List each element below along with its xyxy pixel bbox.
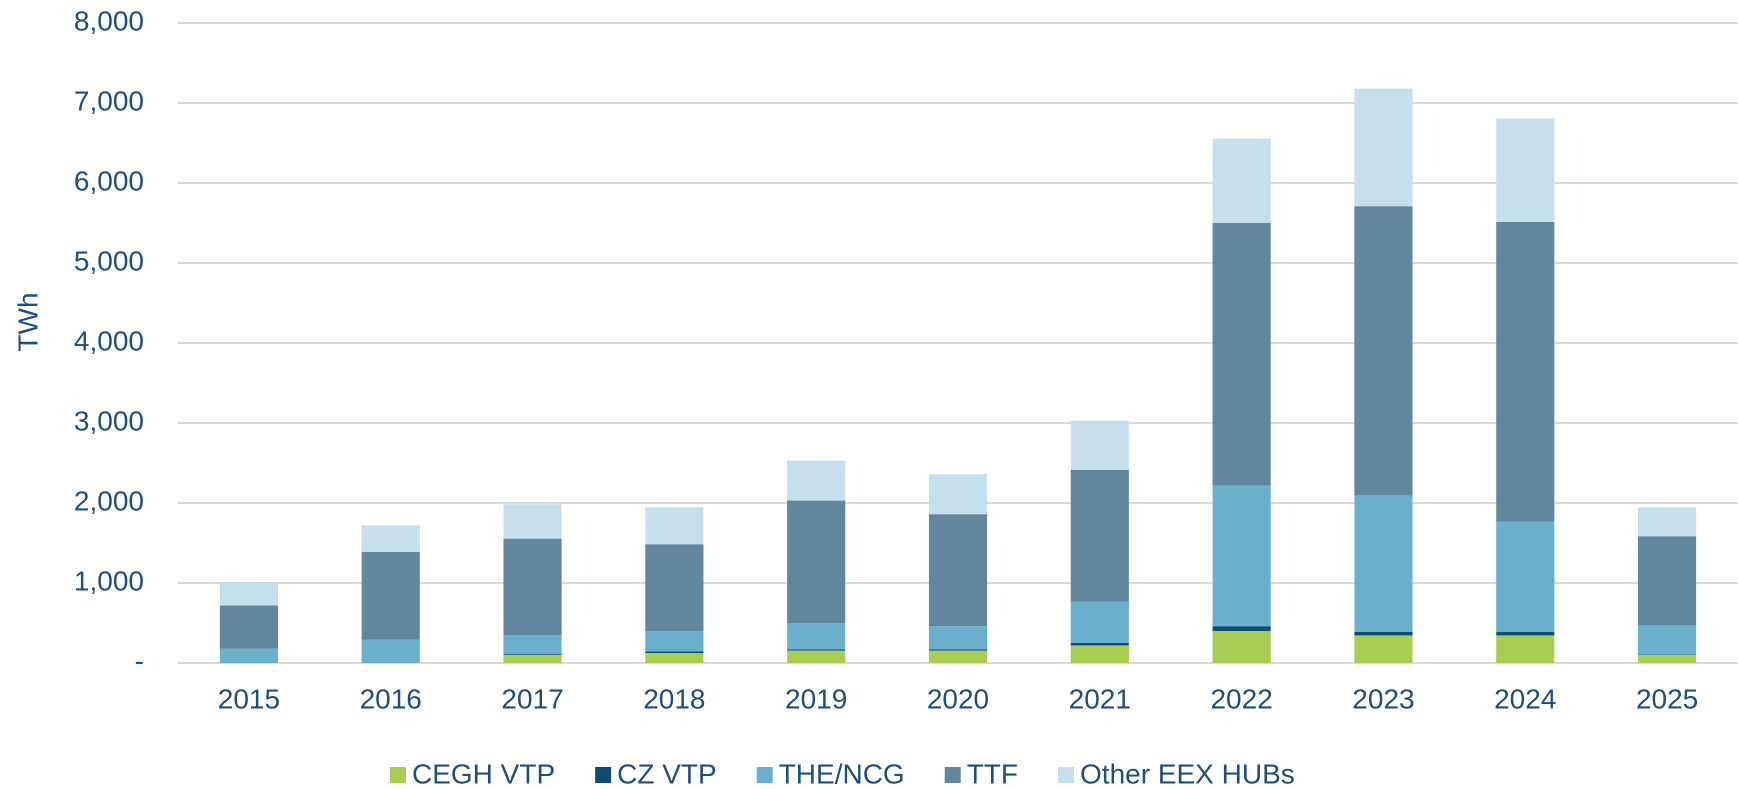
x-tick-label: 2024	[1494, 683, 1556, 714]
x-tick-label: 2016	[360, 683, 422, 714]
bar-segment	[1354, 495, 1413, 632]
bar-segment	[503, 538, 562, 635]
bar-segment	[1070, 601, 1129, 643]
bar-segment	[1070, 643, 1129, 646]
bar-segment	[503, 504, 562, 539]
x-tick-label: 2015	[218, 683, 280, 714]
legend-swatch	[1058, 767, 1075, 783]
bar-segment	[645, 631, 704, 652]
x-tick-label: 2017	[501, 683, 563, 714]
bar-segment	[1212, 626, 1271, 631]
bar-segment	[503, 655, 562, 663]
bar-segment	[928, 514, 988, 627]
legend-swatch	[390, 767, 406, 783]
bar-segment	[1354, 631, 1413, 636]
x-tick-label: 2019	[785, 683, 847, 714]
bar-segment	[1638, 655, 1697, 663]
legend-swatch	[756, 767, 773, 783]
y-tick-label: 6,000	[74, 165, 144, 196]
x-tick-label: 2021	[1069, 683, 1131, 714]
legend-label: THE/NCG	[779, 758, 905, 789]
bar-segment	[645, 653, 704, 663]
bar-segment	[1496, 631, 1555, 636]
bar-segment	[1354, 635, 1413, 663]
bar-segment	[787, 649, 846, 651]
bar-segment	[1496, 635, 1555, 663]
bar-segment	[1354, 206, 1413, 496]
bar-segment	[1212, 138, 1271, 223]
bar-segment	[1212, 223, 1271, 486]
bar-segment	[1496, 221, 1555, 522]
bar-segment	[928, 626, 988, 650]
legend-label: TTF	[967, 758, 1018, 789]
legend-label: CEGH VTP	[412, 758, 555, 789]
legend-swatch	[595, 767, 612, 783]
x-tick-label: 2025	[1636, 683, 1698, 714]
bar-segment	[1212, 631, 1271, 663]
bar-segment	[787, 460, 846, 501]
bar-segment	[928, 650, 988, 663]
y-tick-label: 5,000	[74, 245, 144, 276]
x-tick-label: 2023	[1352, 683, 1414, 714]
x-tick-label: 2022	[1210, 683, 1272, 714]
bar-segment	[219, 582, 278, 606]
bar-segment	[1354, 88, 1413, 207]
y-tick-label: 4,000	[74, 325, 144, 356]
bar-segment	[219, 648, 278, 663]
bar-segment	[361, 525, 420, 552]
bar-segment	[361, 551, 420, 640]
y-axis-label: TWh	[12, 292, 43, 351]
y-tick-label: 8,000	[74, 5, 144, 36]
bar-segment	[645, 544, 704, 631]
x-tick-label: 2018	[643, 683, 705, 714]
x-tick-label: 2020	[927, 683, 989, 714]
bar-segment	[1070, 420, 1129, 470]
y-tick-label: 3,000	[74, 405, 144, 436]
bar-segment	[787, 500, 846, 623]
y-tick-label: 1,000	[74, 565, 144, 596]
bar-segment	[1496, 118, 1555, 222]
legend-label: CZ VTP	[617, 758, 717, 789]
y-tick-label: 2,000	[74, 485, 144, 516]
bar-segment	[645, 651, 704, 653]
legend-label: Other EEX HUBs	[1080, 758, 1295, 789]
bar-segment	[928, 649, 988, 651]
bar-segment	[503, 635, 562, 655]
bar-segment	[1496, 521, 1555, 632]
bar-segment	[645, 507, 704, 545]
bar-segment	[787, 650, 846, 663]
legend-swatch	[944, 767, 961, 783]
bar-segment	[1070, 469, 1129, 602]
bar-segment	[503, 654, 562, 655]
bar-segment	[787, 623, 846, 650]
bar-segment	[1638, 536, 1697, 626]
bar-segment	[361, 639, 420, 663]
bar-segment	[1212, 485, 1271, 627]
y-tick-label: 7,000	[74, 85, 144, 116]
bar-segment	[928, 474, 988, 515]
bar-segment	[1638, 507, 1697, 537]
bar-segment	[1070, 645, 1129, 663]
bar-segment	[1638, 625, 1697, 655]
y-tick-label: -	[135, 645, 144, 676]
bar-segment	[219, 605, 278, 649]
